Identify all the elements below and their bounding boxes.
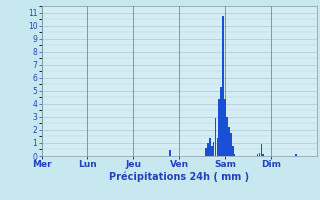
X-axis label: Précipitations 24h ( mm ): Précipitations 24h ( mm ) bbox=[109, 172, 249, 182]
Bar bbox=[232, 146, 234, 156]
Bar bbox=[205, 148, 207, 156]
Bar bbox=[213, 142, 214, 156]
Bar bbox=[228, 127, 230, 156]
Bar bbox=[211, 146, 212, 156]
Bar bbox=[222, 16, 224, 156]
Bar bbox=[234, 154, 236, 156]
Bar bbox=[209, 138, 211, 156]
Bar bbox=[260, 144, 262, 156]
Bar bbox=[169, 150, 171, 156]
Bar bbox=[257, 154, 259, 156]
Bar bbox=[259, 153, 260, 156]
Bar bbox=[224, 99, 226, 156]
Bar bbox=[217, 138, 218, 156]
Bar bbox=[226, 117, 228, 156]
Bar bbox=[215, 118, 216, 156]
Bar bbox=[295, 154, 297, 156]
Bar bbox=[220, 87, 222, 156]
Bar bbox=[219, 99, 220, 156]
Bar bbox=[230, 133, 232, 156]
Bar bbox=[262, 154, 264, 156]
Bar bbox=[207, 143, 209, 156]
